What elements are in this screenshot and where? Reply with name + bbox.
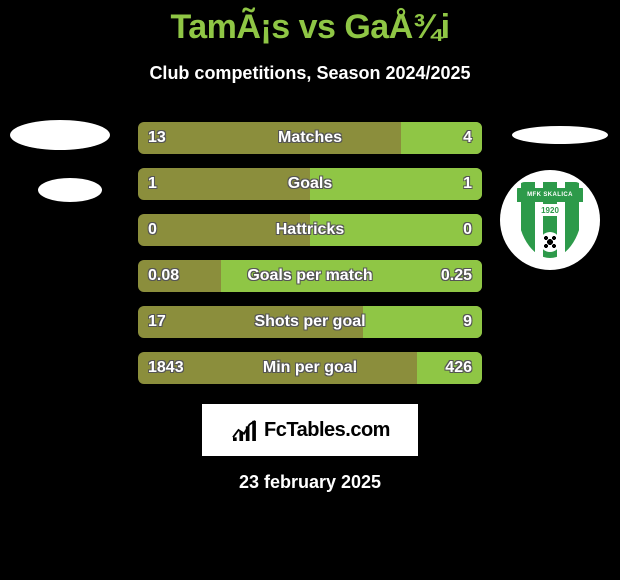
stat-right-value: 1 [463,175,472,193]
crest-band-text: MFK SKALICA [527,192,573,198]
brand-text: FcTables.com [264,419,390,442]
stat-label: Shots per goal [138,313,482,331]
stat-row: 13Matches4 [138,122,482,154]
stat-row: 0.08Goals per match0.25 [138,260,482,292]
stat-right-value: 0.25 [441,267,472,285]
stats-table: 13Matches4 1Goals1 0Hattricks0 0.08Goals pe… [138,122,482,384]
footer-date: 23 february 2025 [0,472,620,493]
stat-row: 0Hattricks0 [138,214,482,246]
crest-year-box: 1920 [536,204,564,216]
player-left-shape-top [10,120,110,150]
page-title: TamÃ¡s vs GaÅ¾i [0,0,620,47]
stat-label: Hattricks [138,221,482,239]
club-crest: MFK SKALICA 1920 [500,170,600,270]
stat-right-value: 0 [463,221,472,239]
player-left-shape-bottom [38,178,102,202]
stat-label: Min per goal [138,359,482,377]
stat-row: 1843Min per goal426 [138,352,482,384]
player-right-shape-top [512,126,608,144]
stat-right-value: 426 [445,359,472,377]
stat-right-value: 9 [463,313,472,331]
football-icon [540,232,560,252]
brand-chart-icon [230,419,258,441]
stat-right-value: 4 [463,129,472,147]
crest-year: 1920 [541,206,559,215]
stat-label: Goals per match [138,267,482,285]
stat-label: Matches [138,129,482,147]
page-subtitle: Club competitions, Season 2024/2025 [0,63,620,84]
brand-icon-line [233,421,255,438]
stat-row: 1Goals1 [138,168,482,200]
brand-icon-bar [233,437,237,441]
brand-icon-bar [252,421,256,441]
crest-band: MFK SKALICA [517,188,583,202]
stat-label: Goals [138,175,482,193]
stat-row: 17Shots per goal9 [138,306,482,338]
crest-shield: MFK SKALICA 1920 [517,182,583,258]
brand-box: FcTables.com [202,404,418,456]
